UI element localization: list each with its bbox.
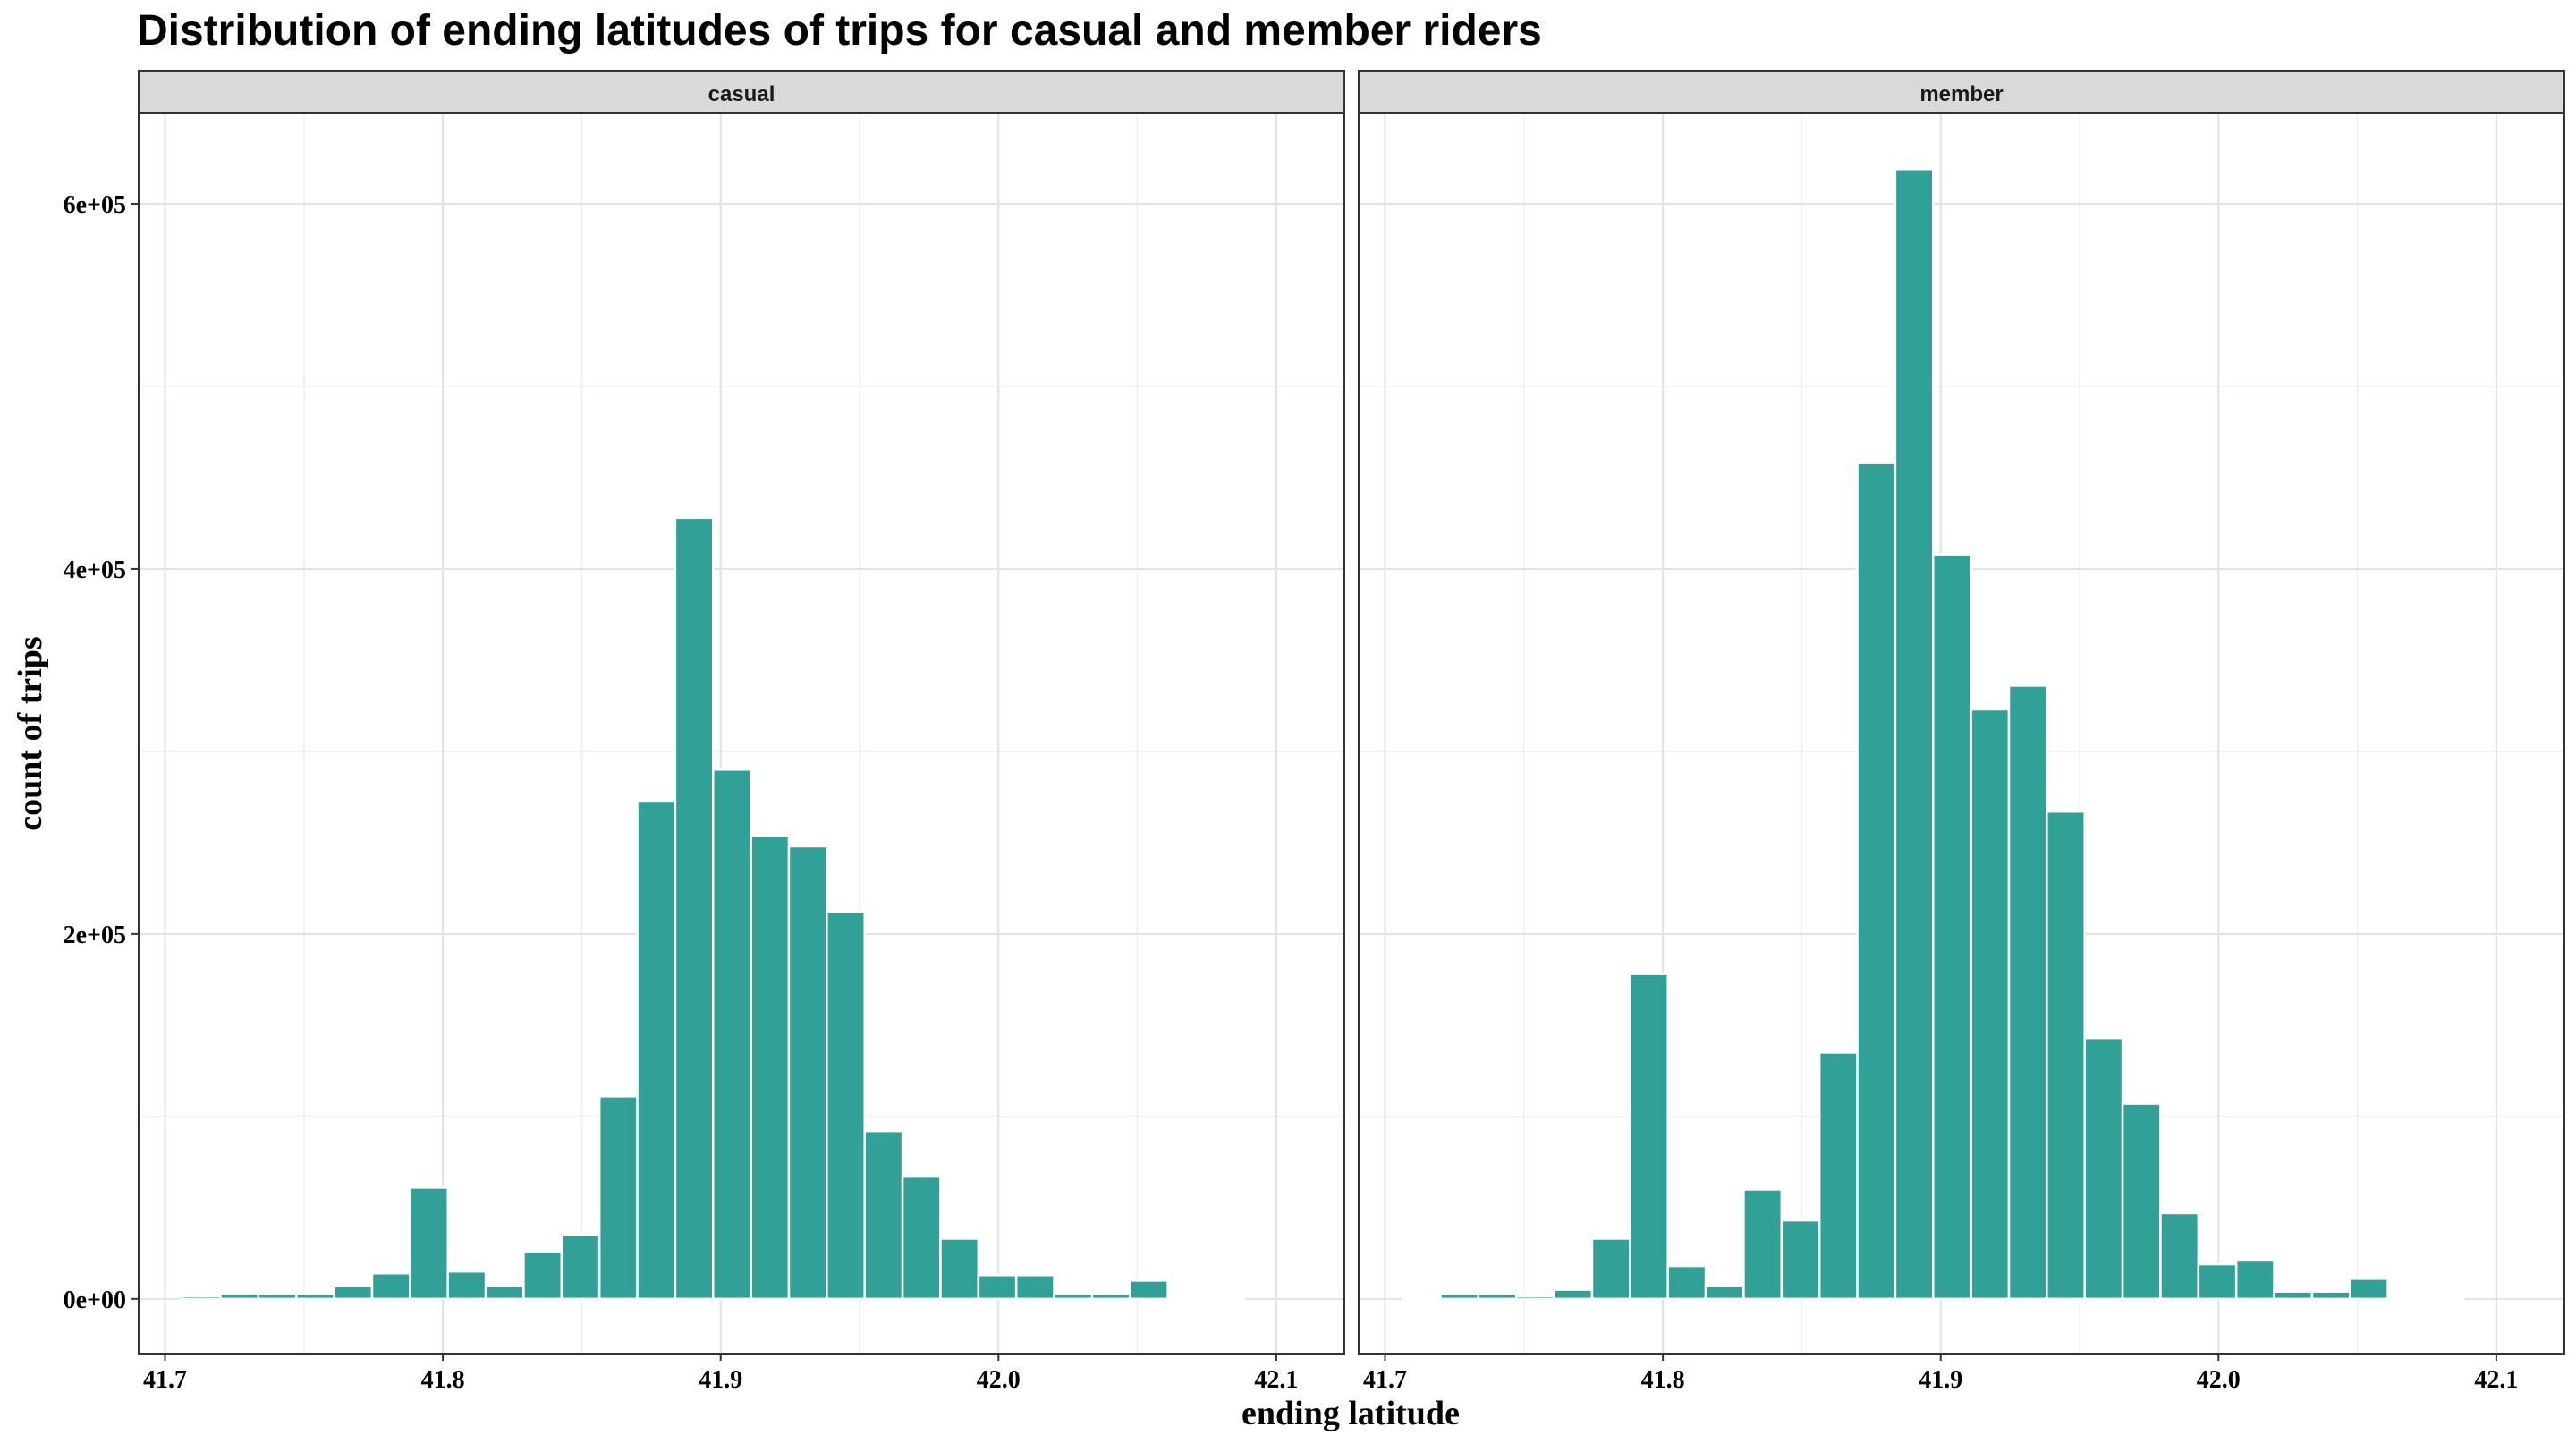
facet-casual: casual 41.7 41.8 41.9 42.0 42.1 [138, 70, 1345, 1394]
bar [1666, 1264, 1707, 1301]
x-tick-label: 41.7 [1363, 1366, 1407, 1394]
x-axis-member: 41.7 41.8 41.9 42.0 42.1 [1363, 1354, 2518, 1394]
bar [2310, 1290, 2351, 1301]
bar [674, 516, 715, 1301]
bar [484, 1285, 525, 1301]
bar [1742, 1188, 1784, 1301]
bar [1590, 1237, 1631, 1301]
panel-border-casual [138, 112, 1345, 1355]
bar [1166, 1296, 1208, 1301]
bar [1856, 462, 1897, 1301]
bar [1970, 708, 2011, 1301]
bar [560, 1234, 601, 1301]
gridlines-casual [139, 113, 1344, 1354]
bar [2121, 1102, 2162, 1301]
facet-member: member 41.7 41.8 41.9 42.0 42.1 [1358, 70, 2565, 1394]
bar [2234, 1259, 2275, 1301]
bar [1514, 1295, 1555, 1301]
y-tick-label: 6e+05 [64, 191, 126, 219]
x-axis-casual: 41.7 41.8 41.9 42.0 42.1 [143, 1354, 1298, 1394]
bar [2083, 1036, 2124, 1301]
x-tick-label: 41.9 [1919, 1366, 1962, 1394]
x-tick-label: 41.8 [1641, 1366, 1685, 1394]
bar [1932, 553, 1972, 1301]
x-axis-title: ending latitude [1241, 1395, 1460, 1432]
bar [787, 845, 828, 1301]
bar [901, 1175, 942, 1301]
facet-strip-label-casual: casual [708, 82, 775, 106]
bar [1629, 973, 1669, 1301]
bar [597, 1095, 639, 1301]
bar [1439, 1293, 1480, 1301]
bar [2273, 1290, 2314, 1301]
x-tick-label: 41.9 [699, 1366, 742, 1394]
panel-border-member [1358, 112, 2565, 1355]
bar [522, 1250, 564, 1301]
x-tick-label: 41.8 [421, 1366, 465, 1394]
x-tick-label: 42.0 [2197, 1366, 2241, 1394]
bar [977, 1274, 1018, 1301]
bar [219, 1292, 260, 1301]
y-axis-title: count of trips [12, 636, 49, 830]
x-tick-label: 42.1 [1254, 1366, 1298, 1394]
bar [712, 769, 752, 1301]
bar [2424, 1297, 2465, 1301]
y-tick-label: 4e+05 [64, 556, 126, 584]
bar [294, 1293, 335, 1301]
bar [2007, 684, 2048, 1301]
bar [1704, 1285, 1745, 1301]
bar [181, 1295, 222, 1301]
y-tick-label: 2e+05 [64, 922, 126, 949]
bar [1204, 1297, 1245, 1301]
bar [750, 834, 791, 1301]
bar [1090, 1293, 1131, 1301]
bar [1014, 1274, 1055, 1301]
facet-strip-label-member: member [1919, 82, 2003, 106]
bar [1780, 1219, 1821, 1301]
bars-member [1401, 167, 2465, 1301]
bar [1818, 1051, 1859, 1301]
bar [863, 1129, 904, 1301]
y-tick-label: 0e+00 [64, 1287, 126, 1314]
bar [2046, 810, 2086, 1301]
bar [2197, 1262, 2238, 1301]
facet-strip-casual [138, 70, 1345, 114]
bar [333, 1285, 374, 1301]
x-tick-label: 42.0 [977, 1366, 1021, 1394]
bar [2386, 1295, 2428, 1301]
bar [1129, 1279, 1169, 1301]
x-tick-label: 41.7 [143, 1366, 187, 1394]
bar [370, 1272, 411, 1301]
facet-strip-member [1358, 70, 2565, 114]
bar [1401, 1296, 1442, 1301]
bar [2349, 1278, 2389, 1301]
bar [1553, 1288, 1594, 1301]
bar [636, 799, 677, 1301]
bar [939, 1237, 980, 1301]
bar [826, 911, 866, 1301]
bar [446, 1270, 487, 1301]
y-axis: 0e+00 2e+05 4e+05 6e+05 [64, 191, 139, 1314]
bars-casual [181, 516, 1245, 1301]
bar [1894, 167, 1935, 1301]
x-tick-label: 42.1 [2474, 1366, 2518, 1394]
bar [257, 1293, 298, 1301]
bar [1477, 1293, 1518, 1301]
bar [1053, 1293, 1094, 1301]
bar [409, 1186, 449, 1301]
chart-title: Distribution of ending latitudes of trip… [137, 7, 1542, 55]
bar [2159, 1211, 2200, 1301]
